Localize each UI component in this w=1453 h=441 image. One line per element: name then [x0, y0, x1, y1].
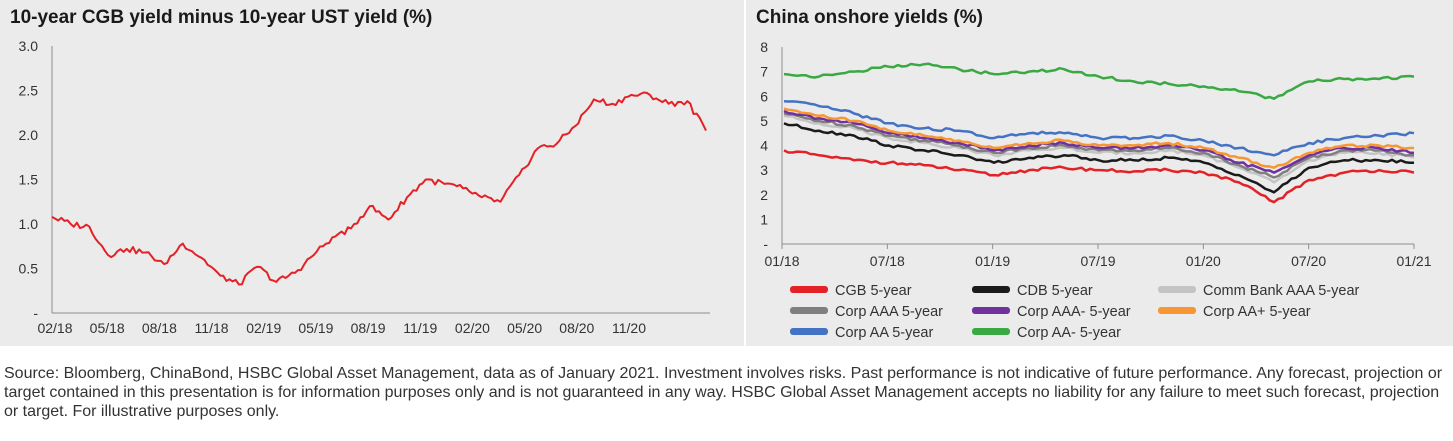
- y-tick-label: 6: [760, 88, 768, 104]
- y-tick-label: -: [763, 236, 768, 252]
- x-tick-label: 05/18: [90, 320, 125, 336]
- x-tick-label: 08/20: [559, 320, 594, 336]
- right-chart-panel: China onshore yields (%) - 1 2 3 4 5 6 7 8 01/18 0…: [746, 0, 1453, 346]
- legend-label: Corp AA 5-year: [835, 325, 933, 341]
- legend-swatch: [790, 286, 828, 293]
- legend-label: Corp AAA 5-year: [835, 304, 943, 320]
- y-tick-label: 3: [760, 162, 768, 178]
- y-tick-label: 1: [760, 211, 768, 227]
- legend-swatch: [790, 307, 828, 314]
- y-tick-label: 1.0: [19, 216, 39, 232]
- x-tick-label: 07/19: [1080, 253, 1115, 269]
- left-chart-plot: - 0.5 1.0 1.5 2.0 2.5 3.0 02/18 05/18 08/18 11/18 0…: [19, 38, 710, 336]
- right-chart-plot: - 1 2 3 4 5 6 7 8 01/18 07/18 01/19 07/19 01/20 07/20 0…: [760, 39, 1432, 341]
- x-tick-label: 05/19: [298, 320, 333, 336]
- legend-label: CDB 5-year: [1017, 283, 1093, 299]
- legend-label: Corp AA+ 5-year: [1203, 304, 1311, 320]
- x-tick-label: 08/18: [142, 320, 177, 336]
- legend-label: Comm Bank AAA 5-year: [1203, 283, 1360, 299]
- left-chart-title: 10-year CGB yield minus 10-year UST yiel…: [10, 7, 433, 28]
- y-tick-label: 1.5: [19, 172, 39, 188]
- y-tick-label: -: [33, 305, 38, 321]
- x-tick-label: 05/20: [507, 320, 542, 336]
- legend-swatch: [972, 307, 1010, 314]
- x-tick-label: 11/19: [403, 320, 437, 336]
- x-tick-label: 02/19: [246, 320, 281, 336]
- series-line-5: [783, 107, 1414, 169]
- y-tick-label: 2.5: [19, 83, 39, 99]
- x-tick-label: 01/18: [764, 253, 799, 269]
- x-tick-label: 07/20: [1291, 253, 1326, 269]
- right-chart-title: China onshore yields (%): [756, 7, 983, 28]
- x-tick-label: 01/21: [1396, 253, 1431, 269]
- y-tick-label: 0.5: [19, 261, 39, 277]
- legend-swatch: [972, 328, 1010, 335]
- legend-label: Corp AAA- 5-year: [1017, 304, 1131, 320]
- y-tick-label: 7: [760, 64, 768, 80]
- series-line-1: [783, 122, 1414, 194]
- y-tick-label: 2.0: [19, 127, 39, 143]
- x-tick-label: 08/19: [351, 320, 386, 336]
- series-line-0: [783, 149, 1415, 204]
- x-tick-label: 02/18: [37, 320, 72, 336]
- series-line-2: [783, 114, 1415, 184]
- series-line-7: [783, 62, 1415, 100]
- source-note: Source: Bloomberg, ChinaBond, HSBC Globa…: [4, 365, 1443, 420]
- legend-swatch: [790, 328, 828, 335]
- series-line-3: [783, 112, 1414, 179]
- legend-label: CGB 5-year: [835, 283, 912, 299]
- legend-swatch: [1158, 286, 1196, 293]
- y-tick-label: 2: [760, 187, 768, 203]
- series-line-4: [783, 109, 1415, 174]
- legend-swatch: [972, 286, 1010, 293]
- legend-swatch: [1158, 307, 1196, 314]
- legend-label: Corp AA- 5-year: [1017, 325, 1121, 341]
- y-tick-label: 5: [760, 113, 768, 129]
- left-chart-panel: 10-year CGB yield minus 10-year UST yiel…: [0, 0, 744, 346]
- y-tick-label: 3.0: [19, 38, 39, 54]
- x-tick-label: 01/19: [975, 253, 1010, 269]
- x-tick-label: 01/20: [1186, 253, 1221, 269]
- x-tick-label: 11/18: [195, 320, 229, 336]
- x-tick-label: 07/18: [870, 253, 905, 269]
- series-line-6: [783, 99, 1415, 157]
- y-tick-label: 4: [760, 138, 768, 154]
- x-tick-label: 11/20: [612, 320, 646, 336]
- x-tick-label: 02/20: [455, 320, 490, 336]
- y-tick-label: 8: [760, 39, 768, 55]
- series-line-spread: [51, 91, 707, 286]
